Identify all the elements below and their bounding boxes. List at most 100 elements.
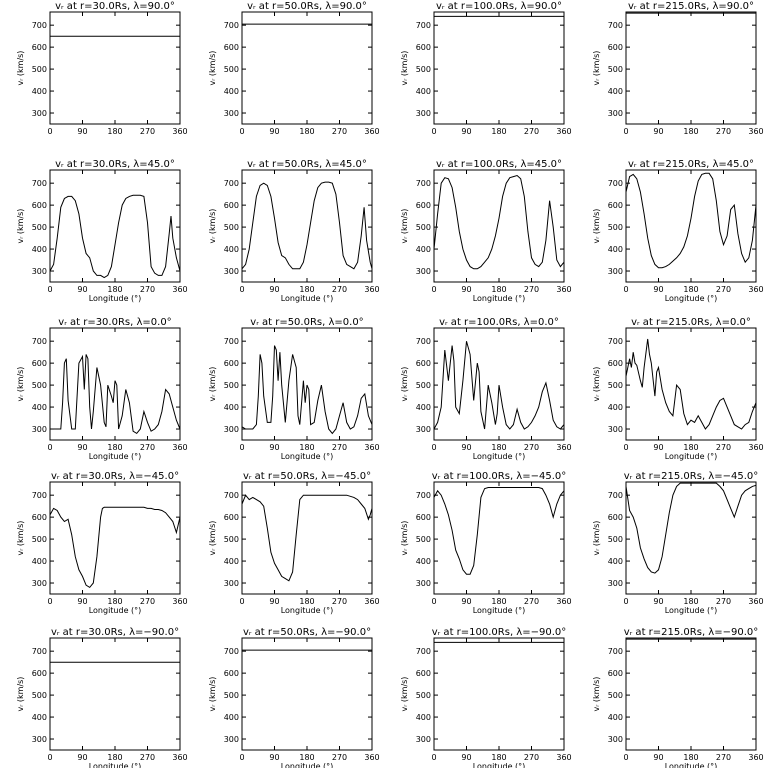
x-tick-label: 270 [524,285,539,294]
series-line [50,354,181,435]
y-tick-label: 700 [224,179,239,188]
x-tick-label: 90 [77,753,87,762]
x-tick-label: 360 [172,127,187,136]
x-axis-label: Longitude (°) [89,762,142,768]
y-tick-label: 300 [224,267,239,276]
chart-title: vᵣ at r=215.0Rs, λ=45.0° [628,159,754,170]
x-tick-label: 270 [524,753,539,762]
y-tick-label: 300 [416,735,431,744]
chart-panel: vᵣ at r=100.0Rs, λ=−45.0° 0 90 180 270 360 300… [400,471,572,615]
y-tick-label: 400 [416,87,431,96]
y-axis-label: vᵣ (km/s) [208,367,217,402]
chart-panel: vᵣ at r=215.0Rs, λ=90.0° 0 90 180 270 360 300 4… [592,1,764,136]
x-tick-label: 360 [748,285,763,294]
y-tick-label: 600 [416,513,431,522]
plot-frame [625,327,757,441]
y-tick-label: 300 [224,579,239,588]
chart-title: vᵣ at r=100.0Rs, λ=0.0° [439,317,559,328]
chart-panel: vᵣ at r=215.0Rs, λ=0.0° 0 90 180 270 360 300 40… [592,317,764,461]
y-tick-label: 600 [608,513,623,522]
y-tick-label: 300 [32,109,47,118]
x-axis-label: Longitude (°) [665,294,718,303]
y-axis-label: vᵣ (km/s) [400,51,409,86]
x-tick-label: 270 [140,443,155,452]
chart-panel: vᵣ at r=50.0Rs, λ=−45.0° 0 90 180 270 360 300 4… [208,471,380,615]
y-tick-label: 700 [416,337,431,346]
x-axis-label: Longitude (°) [473,762,526,768]
y-tick-label: 400 [224,557,239,566]
x-tick-label: 270 [332,127,347,136]
x-tick-label: 360 [364,127,379,136]
x-axis-label: Longitude (°) [665,452,718,461]
y-axis-label: vᵣ (km/s) [592,521,601,556]
chart-title: vᵣ at r=50.0Rs, λ=−90.0° [243,627,371,638]
x-tick-label: 0 [623,285,628,294]
x-axis-label: Longitude (°) [473,452,526,461]
x-tick-label: 180 [107,597,122,606]
y-axis-label: vᵣ (km/s) [208,521,217,556]
y-tick-label: 700 [608,491,623,500]
y-tick-label: 300 [224,425,239,434]
y-tick-label: 300 [608,425,623,434]
plot-frame [625,481,757,595]
y-tick-label: 300 [32,267,47,276]
y-tick-label: 500 [32,381,47,390]
x-tick-label: 0 [47,753,52,762]
y-tick-label: 600 [608,43,623,52]
x-tick-label: 0 [431,753,436,762]
y-tick-label: 500 [224,535,239,544]
chart-panel: vᵣ at r=100.0Rs, λ=−90.0° 0 90 180 270 360 300… [400,627,572,768]
x-tick-label: 360 [172,597,187,606]
y-tick-label: 400 [32,713,47,722]
chart-panel: vᵣ at r=30.0Rs, λ=−45.0° 0 90 180 270 360 300 4… [16,471,188,615]
x-tick-label: 90 [269,597,279,606]
chart-title: vᵣ at r=100.0Rs, λ=−45.0° [432,471,567,482]
plot-frame [433,11,565,125]
x-tick-label: 90 [77,127,87,136]
x-tick-label: 90 [461,597,471,606]
x-tick-label: 180 [491,285,506,294]
chart-title: vᵣ at r=50.0Rs, λ=0.0° [250,317,363,328]
plot-frame [241,169,373,283]
y-tick-label: 300 [224,735,239,744]
series-line [241,494,373,582]
x-tick-label: 270 [716,443,731,452]
y-tick-label: 400 [608,87,623,96]
x-tick-label: 0 [623,753,628,762]
x-tick-label: 360 [748,753,763,762]
plot-frame [241,11,373,125]
chart-title: vᵣ at r=215.0Rs, λ=90.0° [628,1,754,12]
x-tick-label: 90 [269,443,279,452]
plot-frame [433,637,565,751]
y-tick-label: 600 [32,359,47,368]
plot-frame [49,481,181,595]
y-tick-label: 400 [32,245,47,254]
x-tick-label: 90 [77,285,87,294]
x-tick-label: 360 [556,597,571,606]
chart-title: vᵣ at r=215.0Rs, λ=0.0° [631,317,751,328]
chart-title: vᵣ at r=50.0Rs, λ=90.0° [247,1,367,12]
plot-frame [241,637,373,751]
y-tick-label: 500 [608,691,623,700]
x-tick-label: 360 [364,597,379,606]
chart-title: vᵣ at r=50.0Rs, λ=−45.0° [243,471,371,482]
chart-panel: vᵣ at r=50.0Rs, λ=90.0° 0 90 180 270 360 300 40… [208,1,380,136]
plot-frame [433,169,565,283]
chart-panel: vᵣ at r=50.0Rs, λ=−90.0° 0 90 180 270 360 300 4… [208,627,380,768]
y-tick-label: 500 [608,65,623,74]
x-axis-label: Longitude (°) [665,606,718,615]
y-tick-label: 600 [416,201,431,210]
y-tick-label: 700 [32,21,47,30]
y-tick-label: 500 [416,223,431,232]
x-tick-label: 180 [299,753,314,762]
series-line [49,506,181,589]
chart-title: vᵣ at r=50.0Rs, λ=45.0° [247,159,367,170]
x-tick-label: 360 [748,597,763,606]
x-tick-label: 90 [461,753,471,762]
chart-title: vᵣ at r=215.0Rs, λ=−90.0° [624,627,759,638]
y-axis-label: vᵣ (km/s) [208,677,217,712]
y-axis-label: vᵣ (km/s) [16,51,25,86]
y-tick-label: 600 [224,513,239,522]
y-axis-label: vᵣ (km/s) [16,209,25,244]
